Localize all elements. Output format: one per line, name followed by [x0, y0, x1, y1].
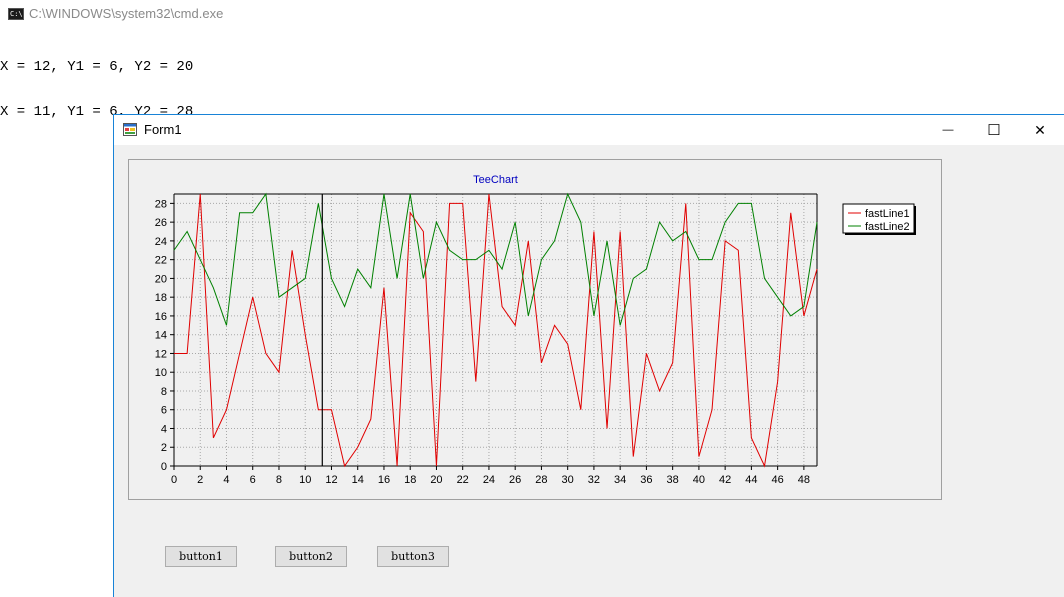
series-line-fastLine1 — [174, 193, 818, 468]
y-tick-label: 14 — [155, 330, 167, 342]
y-tick-label: 6 — [161, 405, 167, 417]
console-line: X = 11, Y1 = 6, Y2 = 28 — [0, 104, 194, 120]
y-tick-label: 2 — [161, 442, 167, 454]
y-tick-label: 10 — [155, 367, 167, 379]
y-tick-label: 28 — [155, 198, 167, 210]
close-button[interactable]: ✕ — [1017, 115, 1063, 145]
legend-box — [842, 203, 915, 234]
y-tick-label: 16 — [155, 311, 167, 323]
console-line: X = 12, Y1 = 6, Y2 = 20 — [0, 59, 194, 75]
x-tick-label: 6 — [250, 474, 256, 486]
y-tick-label: 18 — [155, 292, 167, 304]
form-title: Form1 — [144, 122, 182, 137]
console-titlebar: C:\ C:\WINDOWS\system32\cmd.exe — [0, 0, 1064, 28]
form-titlebar[interactable]: Form1 — ☐ ✕ — [114, 115, 1064, 145]
minimize-icon: — — [942, 124, 954, 136]
form-window: Form1 — ☐ ✕ TeeChart 0 2 4 6 8 10 12 14 16 18 20 22 2… — [113, 114, 1064, 597]
x-tick-label: 20 — [430, 474, 442, 486]
x-tick-label: 30 — [562, 474, 574, 486]
x-tick-label: 16 — [378, 474, 390, 486]
app-icon — [123, 123, 137, 136]
x-tick-label: 22 — [457, 474, 469, 486]
x-tick-label: 2 — [197, 474, 203, 486]
x-tick-label: 38 — [667, 474, 679, 486]
x-tick-label: 46 — [772, 474, 784, 486]
plot-area — [174, 194, 817, 466]
y-tick-label: 12 — [155, 348, 167, 360]
x-tick-label: 32 — [588, 474, 600, 486]
x-tick-label: 44 — [745, 474, 757, 486]
x-tick-label: 10 — [299, 474, 311, 486]
button3[interactable]: button3 — [377, 546, 449, 567]
x-tick-label: 14 — [352, 474, 364, 486]
minimize-button[interactable]: — — [925, 115, 971, 145]
cmd-icon: C:\ — [8, 8, 24, 20]
chart-title: TeeChart — [473, 174, 518, 186]
y-tick-label: 22 — [155, 255, 167, 267]
series-line-fastLine2 — [173, 192, 818, 326]
x-tick-label: 36 — [640, 474, 652, 486]
x-tick-label: 40 — [693, 474, 705, 486]
button2[interactable]: button2 — [275, 546, 347, 567]
x-tick-label: 18 — [404, 474, 416, 486]
y-tick-label: 20 — [155, 273, 167, 285]
console-output: X = 12, Y1 = 6, Y2 = 20 X = 11, Y1 = 6, … — [0, 30, 193, 135]
legend-label: fastLine2 — [865, 221, 910, 233]
x-tick-label: 42 — [719, 474, 731, 486]
y-tick-label: 24 — [155, 236, 167, 248]
y-tick-label: 0 — [161, 461, 167, 473]
legend-label: fastLine1 — [865, 208, 910, 220]
console-title: C:\WINDOWS\system32\cmd.exe — [29, 6, 224, 21]
x-tick-label: 26 — [509, 474, 521, 486]
x-tick-label: 4 — [223, 474, 229, 486]
x-tick-label: 24 — [483, 474, 495, 486]
x-tick-label: 8 — [276, 474, 282, 486]
maximize-icon: ☐ — [987, 122, 1001, 139]
x-tick-label: 28 — [535, 474, 547, 486]
y-tick-label: 4 — [161, 423, 167, 435]
x-tick-label: 48 — [798, 474, 810, 486]
y-tick-label: 26 — [155, 217, 167, 229]
y-tick-label: 8 — [161, 386, 167, 398]
button1[interactable]: button1 — [165, 546, 237, 567]
maximize-button[interactable]: ☐ — [971, 115, 1017, 145]
x-tick-label: 12 — [325, 474, 337, 486]
teechart[interactable]: TeeChart 0 2 4 6 8 10 12 14 16 18 20 22 24 26 28 0 2 4 6 8 10… — [128, 159, 942, 500]
x-tick-label: 34 — [614, 474, 626, 486]
close-icon: ✕ — [1034, 121, 1046, 138]
x-tick-label: 0 — [171, 474, 177, 486]
